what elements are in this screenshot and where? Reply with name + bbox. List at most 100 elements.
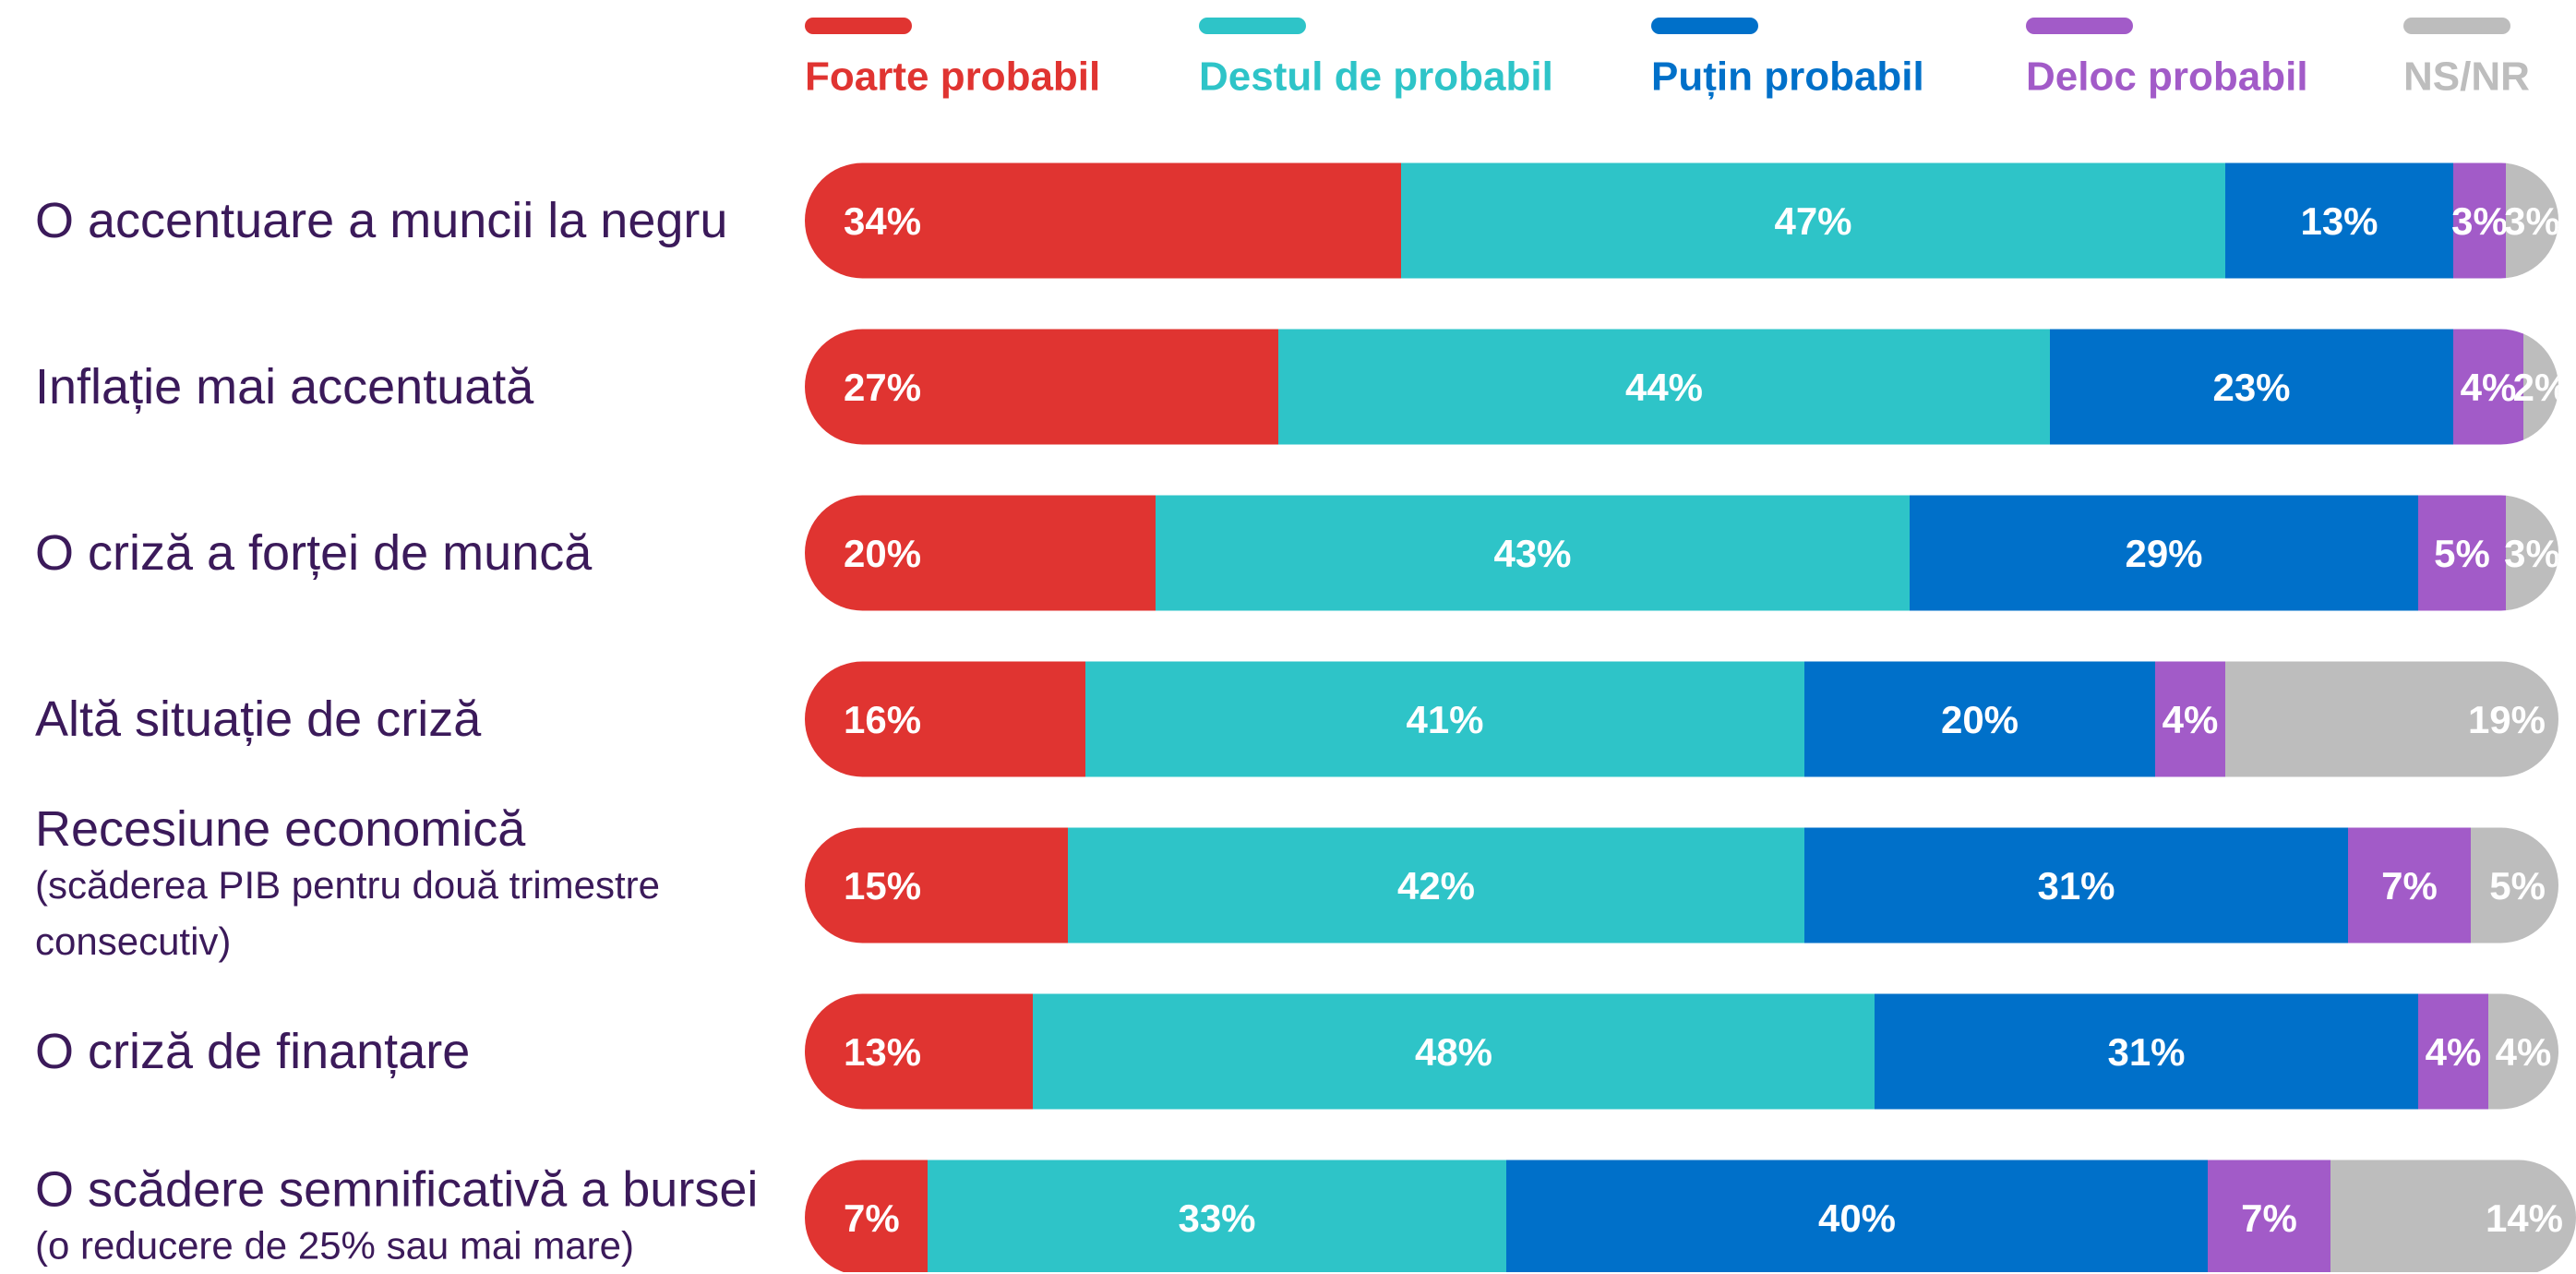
category-label: O accentuare a muncii la negru [35,193,728,248]
value-label: 33% [1178,1196,1255,1240]
legend-swatch [805,18,912,34]
value-label: 3% [2451,199,2508,243]
bar-row: 13% 48% 31% 4% 4% [805,993,2558,1110]
value-label: 4% [2496,1030,2552,1074]
row-label: Inflație mai accentuată [35,358,792,415]
category-label: Recesiune economică [35,801,526,858]
legend-swatch [2026,18,2133,34]
row-label: O criză a forței de muncă [35,524,792,582]
bar-segment [1068,827,1804,943]
legend-label: NS/NR [2403,54,2530,100]
value-label: 2% [2513,366,2570,409]
bar-row: 15% 42% 31% 7% 5% [805,827,2558,943]
legend-label: Destul de probabil [1199,54,1553,100]
bar-segment [1156,495,1910,611]
value-label: 4% [2163,698,2219,741]
value-label: 7% [2381,864,2438,907]
row-label: O criză de finanțare [35,1023,792,1080]
value-label: 4% [2461,366,2517,409]
bar-segment [2225,661,2558,777]
value-label: 47% [1774,199,1851,243]
bar-segment [805,1160,928,1272]
category-label: O criză a forței de muncă [35,525,593,581]
value-label: 16% [844,698,921,741]
value-label: 29% [2125,532,2202,575]
bar-segment [1085,661,1804,777]
bar-segment [2050,329,2453,445]
category-label: Altă situație de criză [35,691,482,747]
value-label: 31% [2107,1030,2185,1074]
value-label: 34% [844,199,921,243]
bar-segment [2208,1160,2330,1272]
bar-segment [805,162,1401,279]
value-label: 5% [2489,864,2546,907]
value-label: 3% [2504,199,2560,243]
category-label: Inflație mai accentuată [35,359,534,415]
legend-swatch [2403,18,2510,34]
bar-segment [2418,495,2506,611]
value-label: 27% [844,366,921,409]
value-label: 20% [844,532,921,575]
value-label: 5% [2434,532,2490,575]
value-label: 15% [844,864,921,907]
value-label: 42% [1397,864,1475,907]
row-label: O scădere semnificativă a bursei (o reduc… [35,1161,792,1274]
bar-row: 34% 47% 13% 3%3% [805,162,2560,279]
value-label: 7% [2241,1196,2297,1240]
bar-segment [805,661,1085,777]
value-label: 13% [844,1030,921,1074]
bar-row: 16% 41% 20% 4% 19% [805,661,2558,777]
value-label: 43% [1493,532,1571,575]
bar-segment [805,329,1278,445]
bar-segment [928,1160,1506,1272]
bar-segment [1506,1160,2208,1272]
bar-segment [805,827,1068,943]
legend-swatch [1651,18,1758,34]
legend-label: Foarte probabil [805,54,1100,100]
value-label: 31% [2037,864,2115,907]
bar-segment [2155,661,2225,777]
value-label: 48% [1415,1030,1492,1074]
bar-segment [2418,993,2488,1110]
value-label: 19% [2468,698,2546,741]
value-label: 14% [2486,1196,2563,1240]
bar-segment [805,993,1033,1110]
bar-segment [805,495,1156,611]
bar-segment [2453,162,2506,279]
category-label: O criză de finanțare [35,1024,471,1079]
bar-segment [1278,329,2050,445]
row-label: Recesiune economică (scăderea PIB pentru … [35,800,792,970]
value-label: 7% [844,1196,900,1240]
value-label: 44% [1625,366,1703,409]
bar-segment [2348,827,2471,943]
value-label: 20% [1941,698,2019,741]
value-label: 13% [2300,199,2378,243]
value-label: 40% [1818,1196,1896,1240]
bar-segment [2225,162,2453,279]
value-label: 23% [2212,366,2290,409]
legend-label: Puțin probabil [1651,54,1924,100]
bar-segment [1910,495,2418,611]
value-label: 3% [2504,532,2560,575]
bar-row: 27% 44% 23% 4%2% [805,329,2570,445]
legend-label: Deloc probabil [2026,54,2308,100]
bar-row: 20% 43% 29% 5% 3% [805,495,2560,611]
row-label: O accentuare a muncii la negru [35,192,792,249]
category-note: (scăderea PIB pentru două trimestre cons… [35,863,661,963]
value-label: 4% [2426,1030,2482,1074]
bar-segment [1804,661,2155,777]
bar-row: 7% 33% 40% 7% 14% [805,1160,2576,1272]
category-label: O scădere semnificativă a bursei [35,1161,759,1218]
value-label: 41% [1406,698,1483,741]
bar-segment [1401,162,2225,279]
category-note: (o reducere de 25% sau mai mare) [35,1223,634,1268]
bar-segment [1804,827,2348,943]
row-label: Altă situație de criză [35,691,792,748]
bar-segment [2453,329,2523,445]
bar-segment [1033,993,1875,1110]
bar-segment [1875,993,2418,1110]
bar-segment [2330,1160,2576,1272]
legend-swatch [1199,18,1306,34]
